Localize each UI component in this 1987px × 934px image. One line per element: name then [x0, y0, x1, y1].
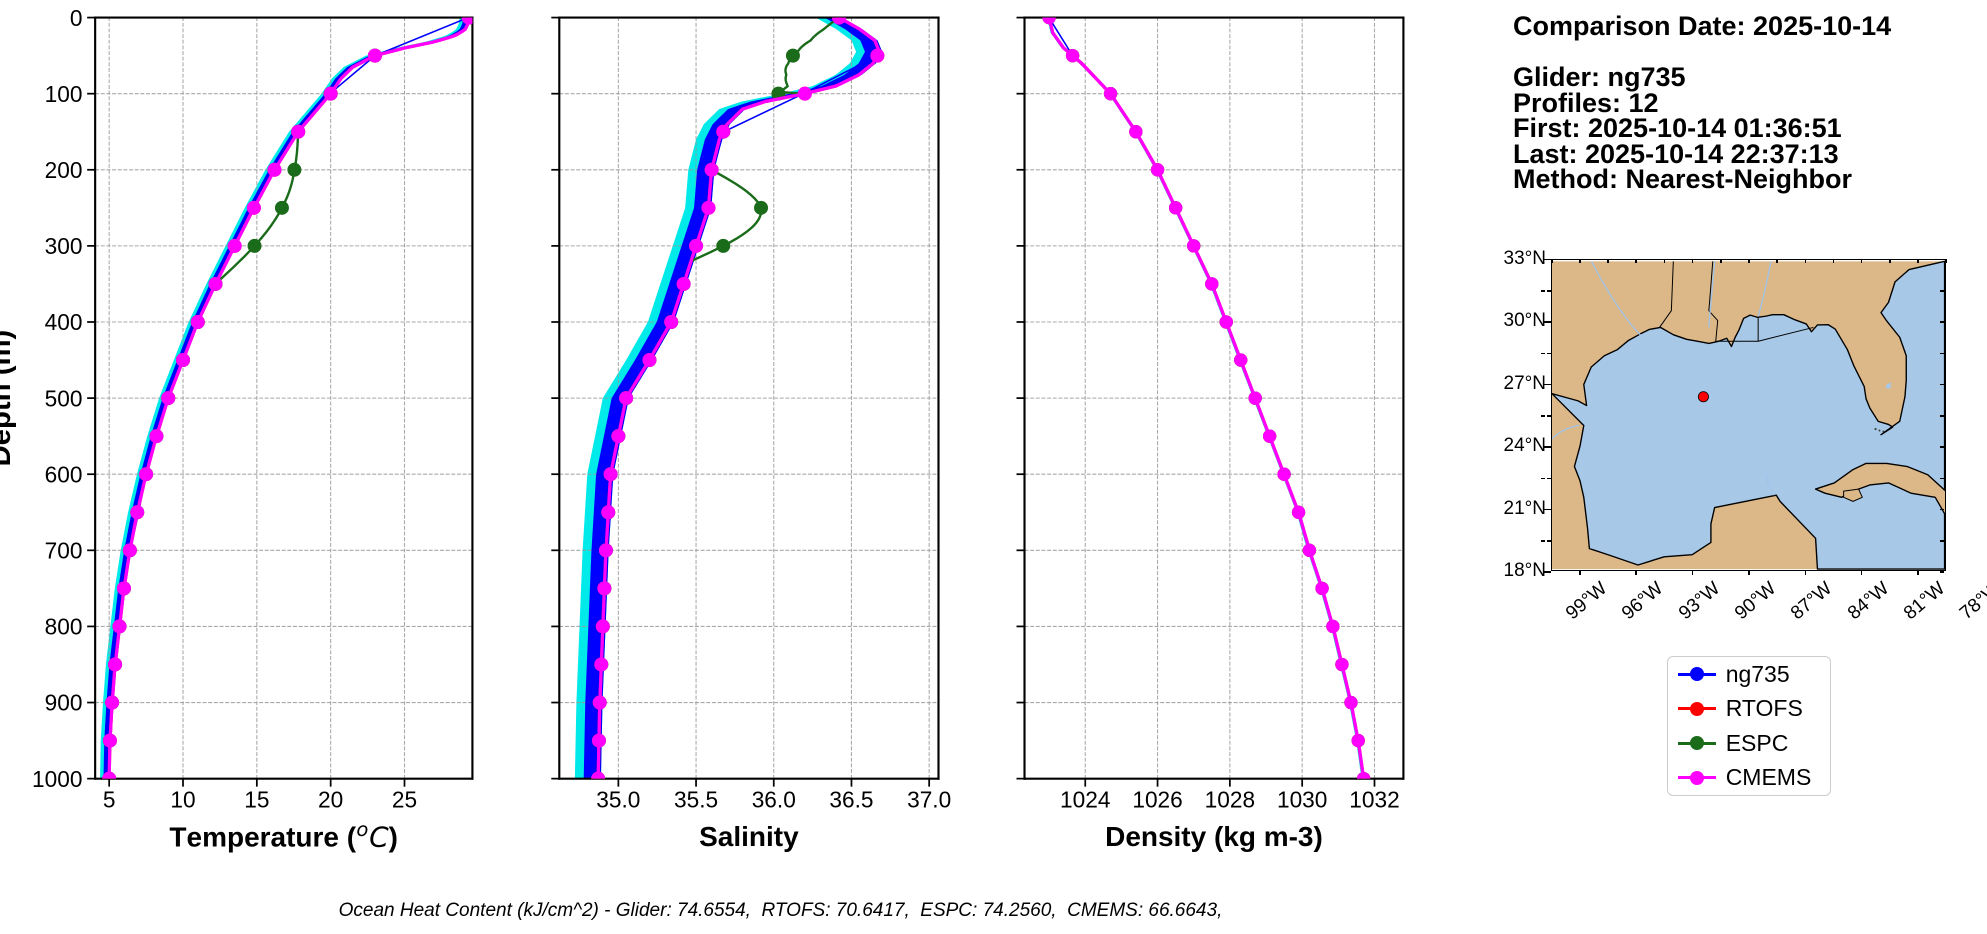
- svg-text:20: 20: [318, 787, 343, 813]
- svg-text:500: 500: [45, 385, 83, 411]
- svg-text:1026: 1026: [1132, 787, 1182, 813]
- svg-text:Density (kg m-3): Density (kg m-3): [1105, 821, 1323, 852]
- svg-text:36.5: 36.5: [829, 787, 873, 813]
- svg-text:0: 0: [70, 5, 83, 31]
- svg-text:35.0: 35.0: [596, 787, 640, 813]
- svg-text:700: 700: [45, 538, 83, 564]
- svg-text:900: 900: [45, 690, 83, 716]
- svg-text:35.5: 35.5: [674, 787, 718, 813]
- svg-text:200: 200: [45, 157, 83, 183]
- svg-text:5: 5: [103, 787, 116, 813]
- svg-text:25: 25: [392, 787, 417, 813]
- svg-text:Depth (m): Depth (m): [0, 330, 17, 467]
- svg-text:36.0: 36.0: [752, 787, 796, 813]
- svg-text:1024: 1024: [1060, 787, 1110, 813]
- svg-text:T e m p: T e m p e r a t u r e ( ) o C: [169, 817, 404, 854]
- svg-text:300: 300: [45, 233, 83, 259]
- svg-text:15: 15: [244, 787, 269, 813]
- svg-text:100: 100: [45, 81, 83, 107]
- svg-text:1032: 1032: [1349, 787, 1399, 813]
- svg-text:1030: 1030: [1277, 787, 1327, 813]
- svg-text:1028: 1028: [1205, 787, 1255, 813]
- svg-text:800: 800: [45, 614, 83, 640]
- svg-text:10: 10: [170, 787, 195, 813]
- svg-text:37.0: 37.0: [907, 787, 951, 813]
- svg-text:1000: 1000: [32, 766, 82, 792]
- svg-text:600: 600: [45, 461, 83, 487]
- svg-text:400: 400: [45, 309, 83, 335]
- svg-text:Salinity: Salinity: [699, 821, 799, 852]
